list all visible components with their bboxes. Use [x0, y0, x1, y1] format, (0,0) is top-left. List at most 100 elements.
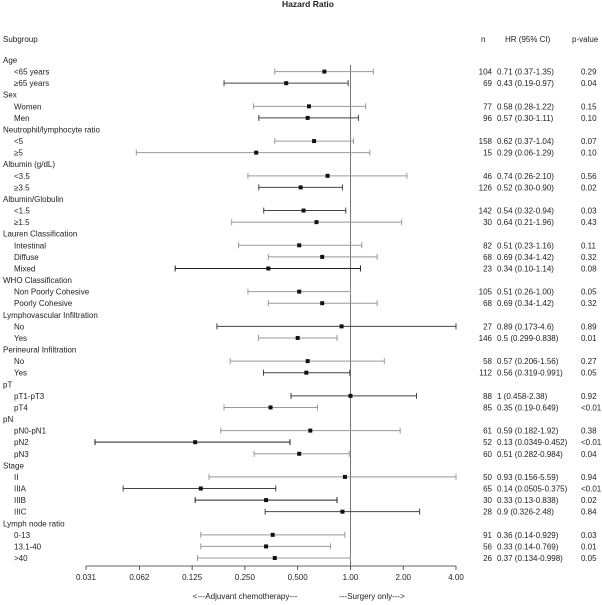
row-p-value: 0.43	[581, 218, 597, 227]
row-p-value: 0.07	[581, 137, 597, 146]
header-n: n	[481, 35, 485, 44]
row-p-value: 0.94	[581, 473, 597, 482]
row-hr-ci: 0.93 (0.156-5.59)	[497, 473, 559, 482]
row-n: 15	[483, 149, 492, 158]
row-hr-ci: 0.33 (0.14-0.769)	[497, 542, 559, 551]
row-label: 0-13	[14, 531, 31, 540]
row-label: 13.1-40	[14, 542, 42, 551]
group-header: Lauren Classification	[3, 230, 77, 239]
row-label: ≥5	[14, 149, 23, 158]
row-n: 56	[483, 542, 492, 551]
row-n: 91	[483, 531, 492, 540]
x-tick-label: 0.062	[129, 573, 150, 582]
point-estimate	[306, 104, 311, 109]
row-hr-ci: 0.74 (0.26-2.10)	[497, 172, 554, 181]
point-estimate	[284, 81, 289, 86]
row-hr-ci: 0.89 (0.173-4.6)	[497, 322, 554, 331]
x-tick-label: 0.250	[235, 573, 256, 582]
group-header: pN	[3, 415, 13, 424]
row-n: 88	[483, 392, 492, 401]
row-label: No	[14, 357, 25, 366]
row-n: 104	[479, 68, 493, 77]
row-p-value: 0.11	[581, 241, 597, 250]
row-n: 85	[483, 403, 492, 412]
row-hr-ci: 0.51 (0.282-0.984)	[497, 450, 563, 459]
row-hr-ci: 0.35 (0.19-0.649)	[497, 403, 559, 412]
row-n: 65	[483, 485, 492, 494]
rows: Age <65 years 104 0.71 (0.37-1.35) 0.29 ≥65 y…	[3, 56, 602, 563]
row-n: 158	[479, 137, 493, 146]
point-estimate	[314, 220, 319, 225]
point-estimate	[266, 266, 271, 271]
x-tick-label: 2.00	[395, 573, 411, 582]
row-n: 126	[479, 183, 493, 192]
group-header: Neutrophil/lymphocyte ratio	[3, 125, 100, 134]
row-hr-ci: 0.52 (0.30-0.90)	[497, 183, 554, 192]
row-p-value: 0.03	[581, 531, 597, 540]
row-p-value: 0.27	[581, 357, 597, 366]
group-header: Age	[3, 56, 18, 65]
point-estimate	[297, 451, 302, 456]
row-n: 23	[483, 264, 492, 273]
row-p-value: 0.02	[581, 496, 597, 505]
row-label: <5	[14, 137, 24, 146]
row-hr-ci: 0.71 (0.37-1.35)	[497, 68, 554, 77]
row-p-value: 0.08	[581, 264, 597, 273]
row-p-value: 0.32	[581, 299, 597, 308]
row-p-value: <0.01	[581, 438, 602, 447]
group-header: Lymph node ratio	[3, 519, 65, 528]
row-p-value: 0.56	[581, 172, 597, 181]
plot-area	[94, 65, 457, 566]
header-hr: HR (95% CI)	[505, 35, 551, 44]
row-n: 26	[483, 554, 492, 563]
row-hr-ci: 0.57 (0.30-1.11)	[497, 114, 554, 123]
row-label: pN0-pN1	[14, 427, 47, 436]
point-estimate	[312, 139, 317, 144]
point-estimate	[272, 556, 277, 560]
header-subgroup: Subgroup	[3, 35, 38, 44]
row-n: 112	[479, 369, 492, 378]
point-estimate	[264, 544, 269, 549]
x-tick-label: 4.00	[448, 573, 464, 582]
row-p-value: 0.92	[581, 392, 597, 401]
x-tick-label: 0.125	[182, 573, 203, 582]
row-p-value: 0.84	[581, 508, 597, 517]
row-label: Non Poorly Cohesive	[14, 288, 90, 297]
row-label: Men	[14, 114, 30, 123]
row-hr-ci: 0.5 (0.299-0.838)	[497, 334, 559, 343]
group-header: Lymphovascular Infiltration	[3, 311, 98, 320]
group-header: pT	[3, 380, 12, 389]
row-hr-ci: 1 (0.458-2.38)	[497, 392, 548, 401]
footer-surgery-only: ---Surgery only--->	[339, 592, 405, 601]
row-p-value: 0.10	[581, 114, 597, 123]
point-estimate	[298, 185, 303, 190]
row-p-value: 0.38	[581, 427, 597, 436]
row-hr-ci: 0.33 (0.13-0.838)	[497, 496, 559, 505]
group-header: Perineural Infiltration	[3, 346, 76, 355]
row-hr-ci: 0.14 (0.0505-0.375)	[497, 485, 568, 494]
row-label: IIIA	[14, 485, 27, 494]
row-n: 142	[479, 207, 493, 216]
point-estimate	[320, 301, 325, 306]
point-estimate	[304, 370, 309, 375]
point-estimate	[301, 208, 306, 213]
row-p-value: 0.10	[581, 149, 597, 158]
row-label: <3.5	[14, 172, 30, 181]
row-n: 146	[479, 334, 493, 343]
point-estimate	[322, 69, 327, 74]
row-n: 82	[483, 241, 492, 250]
row-label: pN2	[14, 438, 29, 447]
row-p-value: 0.89	[581, 322, 597, 331]
row-hr-ci: 0.56 (0.319-0.991)	[497, 369, 563, 378]
point-estimate	[297, 289, 302, 294]
row-label: Women	[14, 102, 41, 111]
row-hr-ci: 0.69 (0.34-1.42)	[497, 299, 554, 308]
row-label: IIIB	[14, 496, 26, 505]
point-estimate	[342, 474, 347, 479]
row-label: <1.5	[14, 207, 30, 216]
row-label: pT4	[14, 403, 28, 412]
row-hr-ci: 0.69 (0.34-1.42)	[497, 253, 554, 262]
row-p-value: 0.04	[581, 79, 597, 88]
row-hr-ci: 0.13 (0.0349-0.452)	[497, 438, 568, 447]
